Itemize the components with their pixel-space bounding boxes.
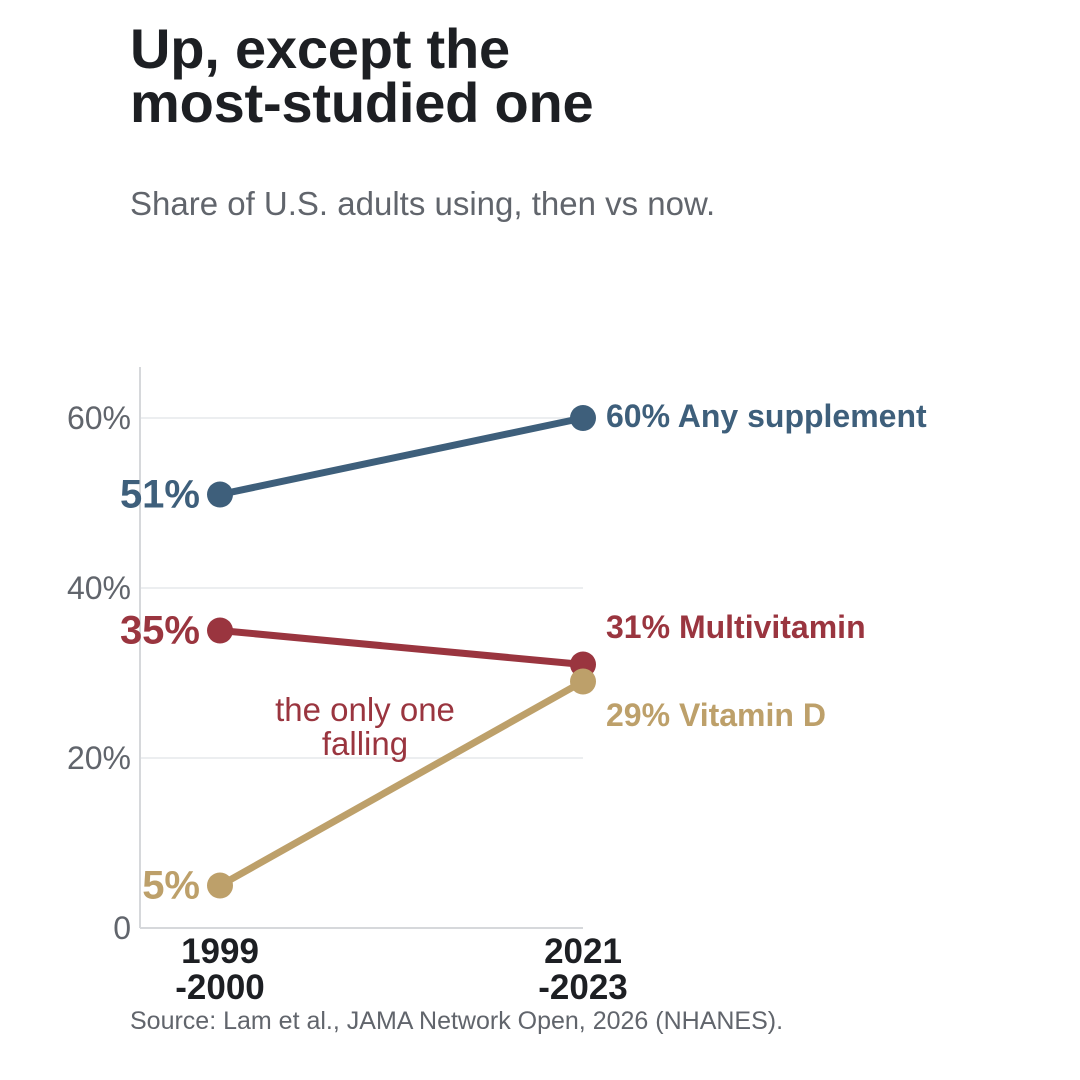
point-vitamin-d-end (570, 668, 596, 695)
y-tick-label-60: 60% (67, 400, 131, 436)
end-label-vitamin-d: 29% Vitamin D (606, 697, 826, 733)
series-line-multivitamin (216, 627, 587, 668)
source-note: Source: Lam et al., JAMA Network Open, 2… (130, 1007, 784, 1035)
x-tick-label-1-line-1: 2021 (544, 932, 622, 971)
series-line-any-supplement (216, 414, 587, 498)
x-tick-label-0-line-2: -2000 (175, 968, 265, 1007)
point-any-supplement-end (570, 405, 596, 431)
point-multivitamin-start (207, 617, 233, 644)
chart-subtitle: Share of U.S. adults using, then vs now. (130, 185, 716, 222)
chart-title: Up, except the most-studied one (130, 21, 830, 131)
x-tick-label-0-line-1: 1999 (181, 932, 259, 971)
chart-title-line-1: Up, except the (130, 17, 510, 80)
y-tick-label-20: 20% (67, 740, 131, 776)
x-tick-label-1: 2021 -2023 (538, 932, 628, 1007)
annotation-multivitamin: the only one falling (275, 691, 455, 762)
start-label-multivitamin: 35% (120, 609, 200, 653)
point-any-supplement-start (207, 481, 233, 508)
start-label-vitamin-d: 5% (142, 864, 200, 908)
end-label-multivitamin: 31% Multivitamin (606, 609, 866, 645)
x-tick-label-1-line-2: -2023 (538, 968, 628, 1007)
chart-title-line-2: most-studied one (130, 71, 594, 134)
point-vitamin-d-start (207, 872, 233, 899)
start-label-any-supplement: 51% (120, 473, 200, 517)
x-tick-label-0: 1999 -2000 (175, 932, 265, 1007)
end-label-any-supplement: 60% Any supplement (606, 398, 927, 434)
annotation-line-1: the only one (275, 691, 455, 728)
y-tick-label-0: 0 (113, 910, 131, 946)
annotation-line-2: falling (322, 725, 408, 762)
series-line-vitamin-d (216, 678, 587, 889)
y-tick-label-40: 40% (67, 570, 131, 606)
